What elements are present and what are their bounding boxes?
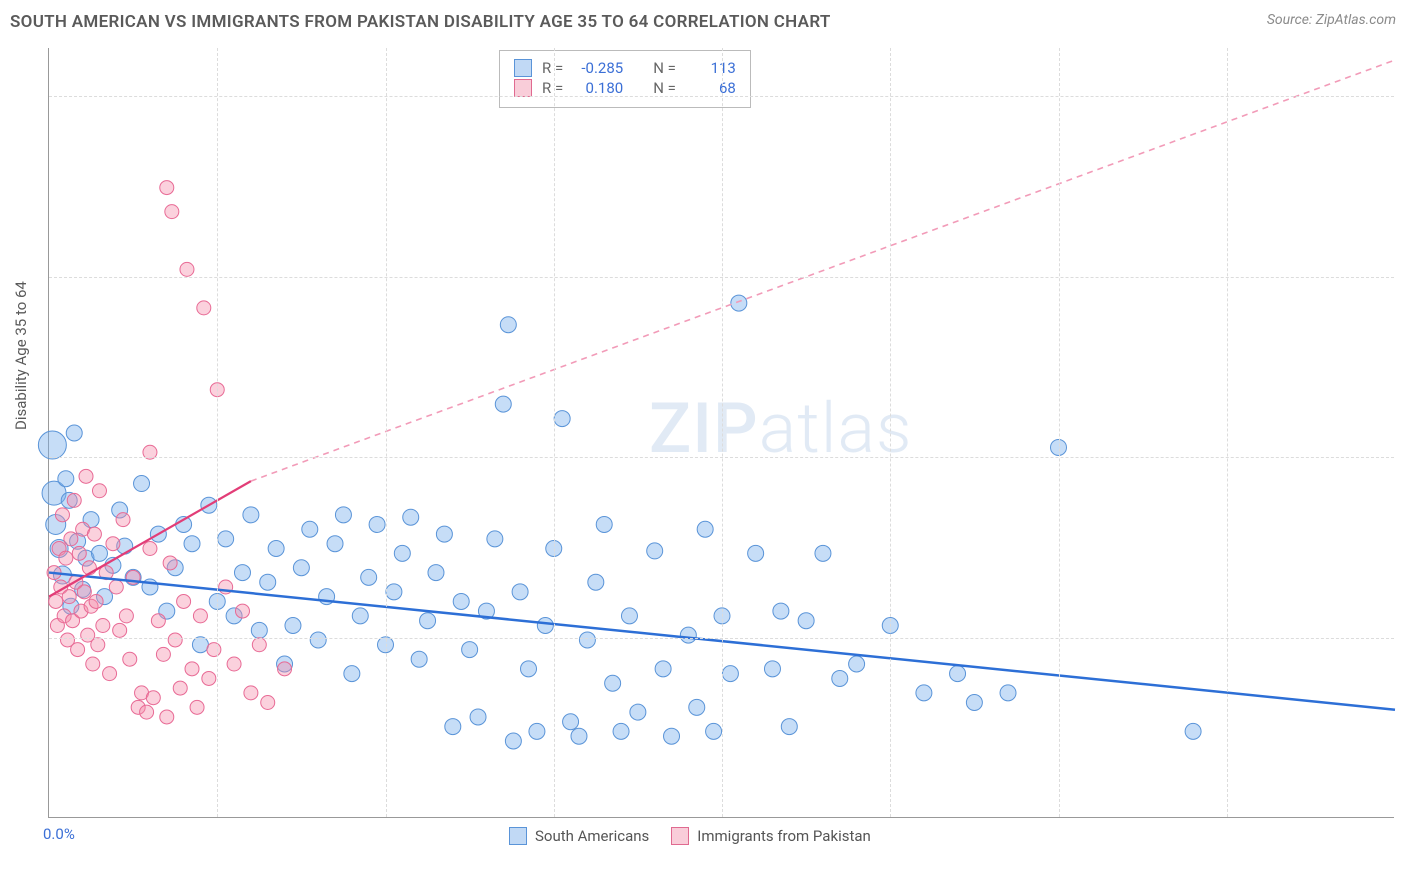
n-label: N =: [653, 79, 676, 97]
x-axis-min-label: 0.0%: [43, 825, 75, 843]
swatch-blue-icon: [514, 59, 532, 77]
r-label: R =: [542, 59, 563, 77]
source-attribution: Source: ZipAtlas.com: [1267, 12, 1396, 28]
r-value-2: 0.180: [573, 79, 623, 97]
n-value-1: 113: [686, 59, 736, 77]
legend-label-2: Immigrants from Pakistan: [697, 827, 871, 845]
r-value-1: -0.285: [573, 59, 623, 77]
y-axis-label: Disability Age 35 to 64: [12, 281, 30, 430]
n-label: N =: [653, 59, 676, 77]
correlation-stats-box: R = -0.285 N = 113 R = 0.180 N = 68: [499, 50, 751, 108]
swatch-pink-icon: [514, 79, 532, 97]
series-legend: South Americans Immigrants from Pakistan: [509, 827, 871, 845]
y-tick-label: 15.0%: [1402, 448, 1406, 466]
r-label: R =: [542, 79, 563, 97]
y-tick-label: 7.5%: [1402, 629, 1406, 647]
scatter-chart: ZIPatlas R = -0.285 N = 113 R = 0.180 N …: [48, 48, 1394, 818]
chart-header: SOUTH AMERICAN VS IMMIGRANTS FROM PAKIST…: [10, 12, 1396, 32]
legend-item-2: Immigrants from Pakistan: [671, 827, 871, 845]
y-tick-label: 22.5%: [1402, 268, 1406, 286]
y-tick-label: 30.0%: [1402, 87, 1406, 105]
stats-row-series1: R = -0.285 N = 113: [514, 59, 736, 77]
swatch-blue-icon: [509, 827, 527, 845]
legend-label-1: South Americans: [535, 827, 649, 845]
n-value-2: 68: [686, 79, 736, 97]
legend-item-1: South Americans: [509, 827, 649, 845]
swatch-pink-icon: [671, 827, 689, 845]
chart-title: SOUTH AMERICAN VS IMMIGRANTS FROM PAKIST…: [10, 12, 831, 32]
stats-row-series2: R = 0.180 N = 68: [514, 79, 736, 97]
